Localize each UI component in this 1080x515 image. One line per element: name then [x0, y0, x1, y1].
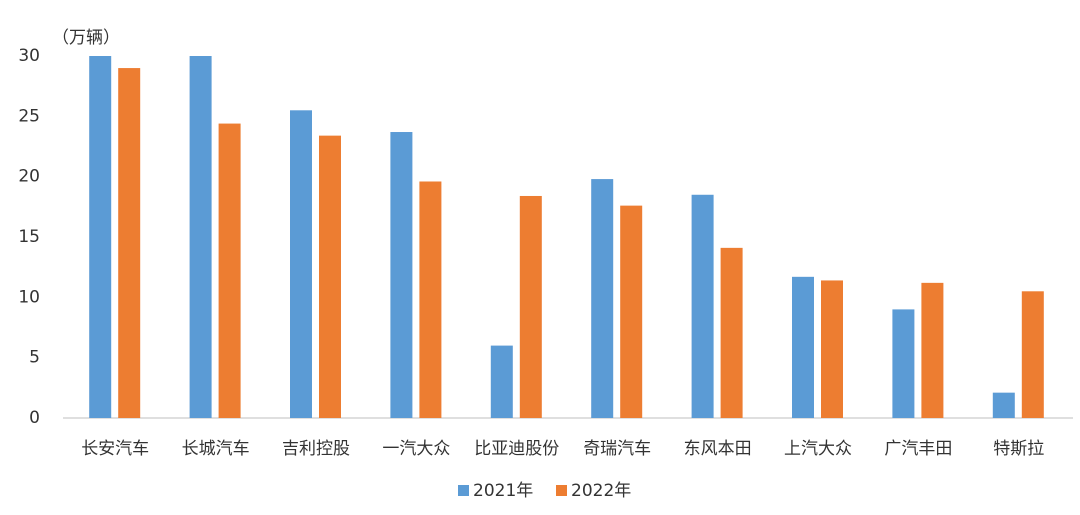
y-tick-label: 10 [18, 287, 40, 307]
bar [591, 179, 614, 418]
bar [218, 123, 241, 418]
bar [821, 280, 843, 418]
bar [189, 56, 212, 418]
y-tick-label: 5 [29, 348, 40, 368]
x-tick-label: 奇瑞汽车 [583, 439, 651, 459]
x-tick-label: 比亚迪股份 [474, 439, 559, 459]
bar [519, 195, 542, 418]
bar [490, 345, 513, 418]
bar [921, 282, 944, 418]
bar [319, 135, 341, 418]
legend-label: 2021年 [473, 481, 533, 501]
bar [419, 181, 442, 418]
legend-label: 2022年 [571, 481, 631, 501]
bar [792, 276, 814, 418]
legend-swatch [458, 485, 469, 496]
unit-label: （万辆） [52, 28, 120, 48]
y-tick-label: 25 [18, 106, 40, 126]
x-tick-label: 广汽丰田 [884, 439, 952, 459]
bar [720, 247, 743, 418]
y-tick-label: 30 [18, 46, 40, 66]
bar [118, 68, 141, 419]
x-tick-label: 吉利控股 [282, 439, 350, 459]
bar [390, 132, 413, 418]
legend-swatch [556, 485, 567, 496]
bar [691, 194, 714, 418]
bar [290, 110, 312, 419]
bar [620, 205, 643, 418]
x-tick-label: 上汽大众 [784, 439, 852, 459]
x-tick-label: 东风本田 [684, 439, 752, 459]
bar [1021, 291, 1044, 418]
y-tick-label: 15 [18, 227, 40, 247]
bar [89, 56, 112, 418]
bar [892, 309, 915, 418]
x-tick-label: 长安汽车 [81, 439, 149, 459]
x-tick-label: 特斯拉 [993, 439, 1044, 459]
bar [992, 392, 1015, 418]
x-tick-label: 长城汽车 [182, 439, 250, 459]
y-tick-label: 0 [29, 408, 40, 428]
x-tick-label: 一汽大众 [382, 439, 450, 459]
y-tick-label: 20 [18, 167, 40, 187]
